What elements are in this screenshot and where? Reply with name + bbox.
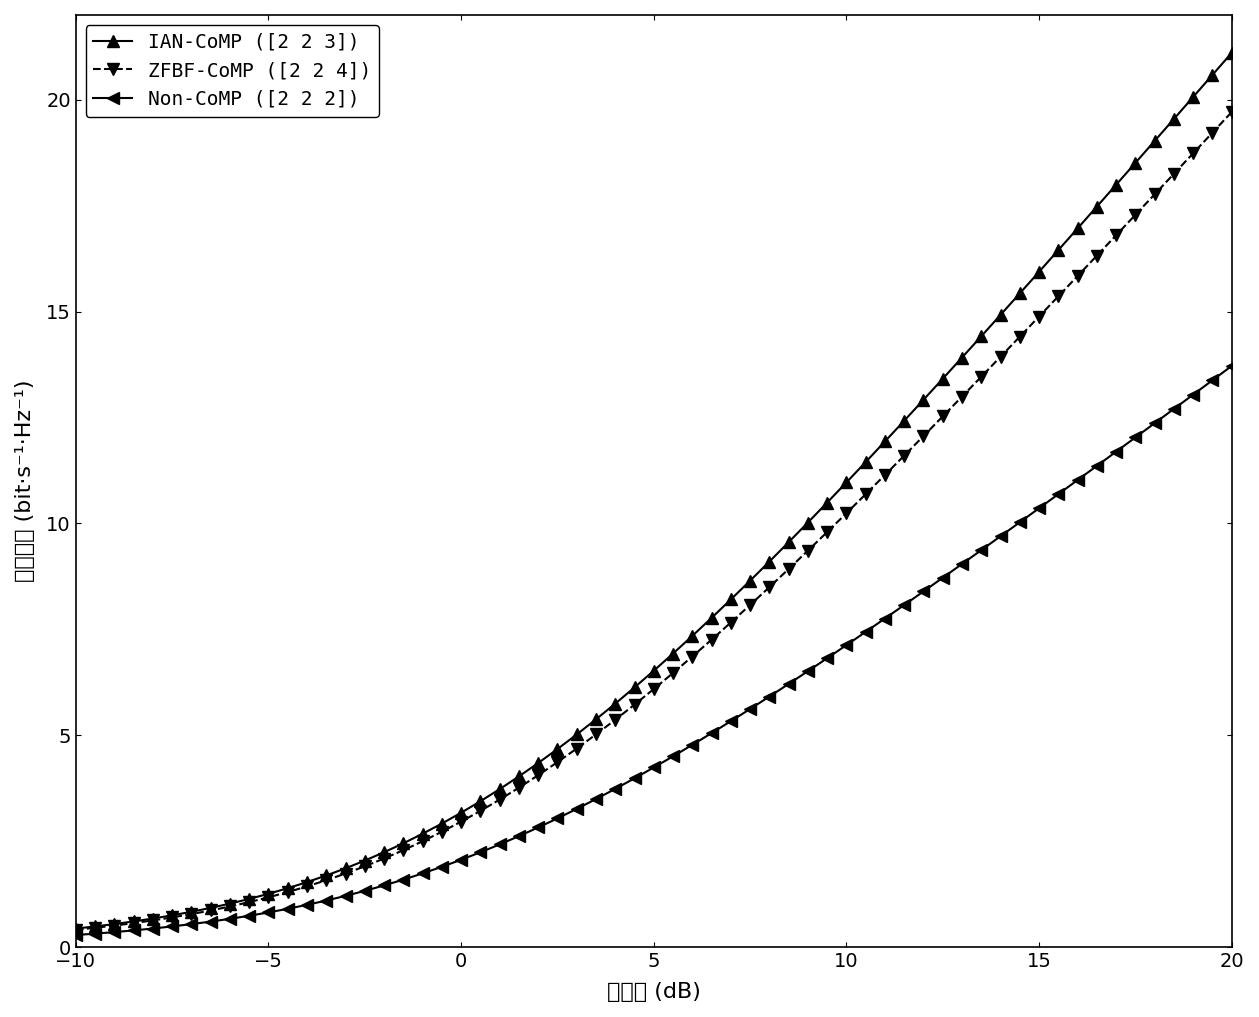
ZFBF-CoMP ([2 2 4]): [1070, 270, 1085, 282]
Line: ZFBF-CoMP ([2 2 4]): ZFBF-CoMP ([2 2 4]): [69, 106, 1238, 936]
IAN-CoMP ([2 2 3]): [473, 795, 488, 807]
IAN-CoMP ([2 2 3]): [68, 922, 83, 935]
ZFBF-CoMP ([2 2 4]): [300, 881, 315, 893]
IAN-CoMP ([2 2 3]): [762, 555, 777, 567]
IAN-CoMP ([2 2 3]): [300, 876, 315, 888]
Non-CoMP ([2 2 2]): [300, 899, 315, 911]
ZFBF-CoMP ([2 2 4]): [1224, 106, 1239, 118]
ZFBF-CoMP ([2 2 4]): [762, 581, 777, 593]
Non-CoMP ([2 2 2]): [762, 691, 777, 703]
ZFBF-CoMP ([2 2 4]): [68, 923, 83, 936]
Y-axis label: 频谱效率 (bit·s⁻¹·Hz⁻¹): 频谱效率 (bit·s⁻¹·Hz⁻¹): [15, 379, 35, 583]
IAN-CoMP ([2 2 3]): [337, 862, 353, 875]
ZFBF-CoMP ([2 2 4]): [473, 804, 488, 817]
IAN-CoMP ([2 2 3]): [685, 630, 700, 642]
Non-CoMP ([2 2 2]): [68, 929, 83, 941]
Line: IAN-CoMP ([2 2 3]): IAN-CoMP ([2 2 3]): [69, 47, 1238, 935]
Legend: IAN-CoMP ([2 2 3]), ZFBF-CoMP ([2 2 4]), Non-CoMP ([2 2 2]): IAN-CoMP ([2 2 3]), ZFBF-CoMP ([2 2 4]),…: [86, 24, 379, 117]
X-axis label: 信噪比 (dB): 信噪比 (dB): [607, 982, 701, 1002]
Non-CoMP ([2 2 2]): [1070, 474, 1085, 486]
ZFBF-CoMP ([2 2 4]): [337, 868, 353, 880]
Line: Non-CoMP ([2 2 2]): Non-CoMP ([2 2 2]): [69, 360, 1238, 942]
Non-CoMP ([2 2 2]): [337, 890, 353, 902]
IAN-CoMP ([2 2 3]): [1070, 223, 1085, 235]
ZFBF-CoMP ([2 2 4]): [685, 651, 700, 663]
Non-CoMP ([2 2 2]): [1224, 360, 1239, 372]
IAN-CoMP ([2 2 3]): [1224, 47, 1239, 59]
Non-CoMP ([2 2 2]): [685, 738, 700, 751]
Non-CoMP ([2 2 2]): [473, 846, 488, 858]
